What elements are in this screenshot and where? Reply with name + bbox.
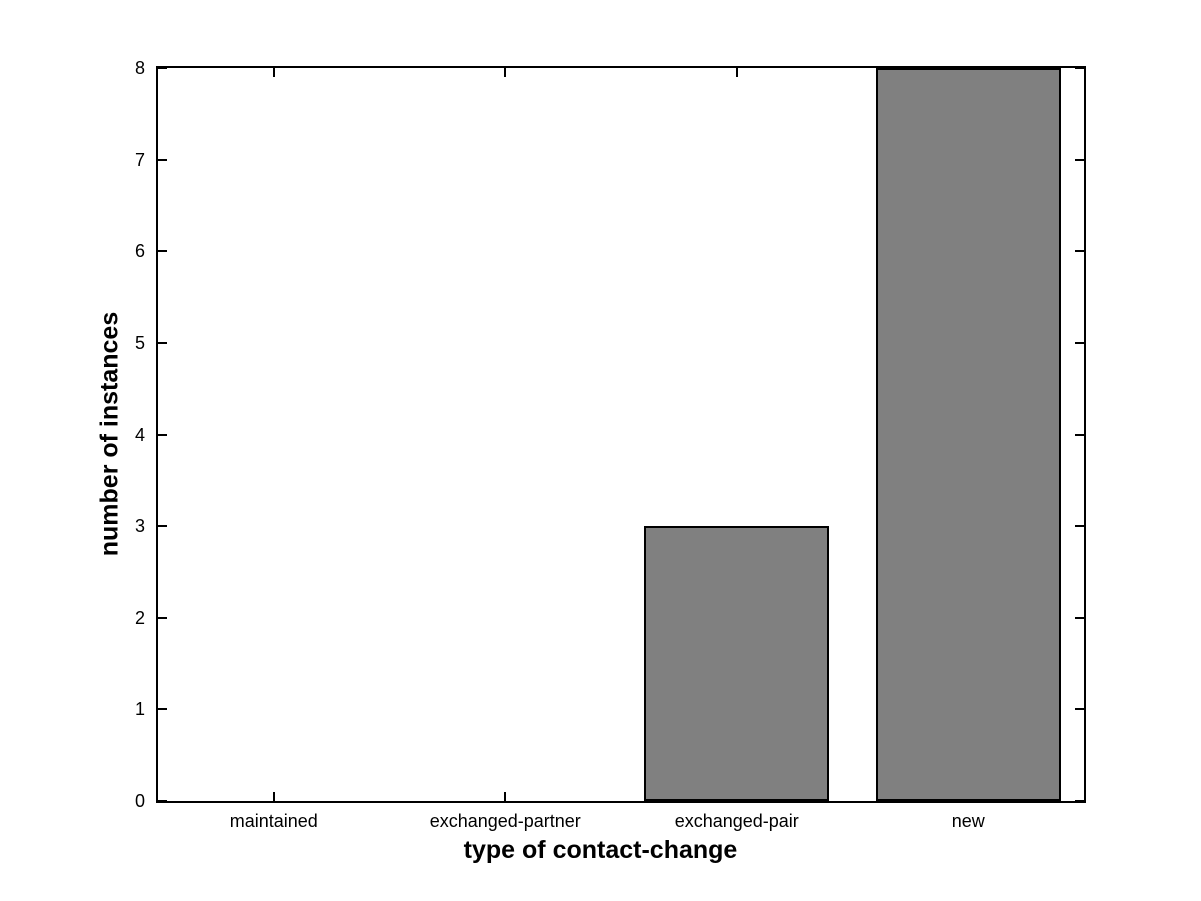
y-tick-left <box>158 250 167 253</box>
y-tick-label: 4 <box>134 424 145 445</box>
y-tick-right <box>1075 433 1084 436</box>
plot-area <box>156 66 1086 803</box>
y-tick-right <box>1075 341 1084 344</box>
y-tick-left <box>158 67 167 69</box>
x-tick-label: maintained <box>229 811 318 831</box>
y-tick-right <box>1075 158 1084 161</box>
x-tick-label: exchanged-partner <box>429 811 581 831</box>
y-tick-left <box>158 525 167 528</box>
y-tick-right <box>1075 800 1084 802</box>
y-tick-label: 0 <box>134 791 145 811</box>
y-tick-right <box>1075 525 1084 528</box>
y-tick-right <box>1075 67 1084 69</box>
bar-new <box>875 68 1061 801</box>
y-tick-left <box>158 158 167 161</box>
bar-exchanged-pair <box>644 526 830 801</box>
y-tick-right <box>1075 708 1084 711</box>
y-tick-left <box>158 800 167 802</box>
y-tick-label: 7 <box>134 149 145 170</box>
x-axis-title: type of contact-change <box>463 836 738 864</box>
plot-inner-area <box>158 67 1084 802</box>
x-tick-top <box>272 68 275 77</box>
x-tick-label: exchanged-pair <box>674 811 799 831</box>
y-tick-right <box>1075 616 1084 619</box>
y-tick-left <box>158 433 167 436</box>
y-tick-label: 1 <box>134 699 145 720</box>
x-tick-top <box>504 68 507 77</box>
y-tick-label: 8 <box>134 58 145 78</box>
y-tick-left <box>158 341 167 344</box>
x-tick-label: new <box>951 811 985 831</box>
y-tick-left <box>158 616 167 619</box>
y-tick-left <box>158 708 167 711</box>
x-tick-top <box>735 68 738 77</box>
x-tick-bottom <box>272 792 275 801</box>
y-tick-label: 2 <box>134 607 145 628</box>
y-tick-label: 6 <box>134 241 145 262</box>
y-tick-right <box>1075 250 1084 253</box>
y-tick-label: 3 <box>134 516 145 537</box>
x-tick-bottom <box>504 792 507 801</box>
y-tick-label: 5 <box>134 332 145 353</box>
